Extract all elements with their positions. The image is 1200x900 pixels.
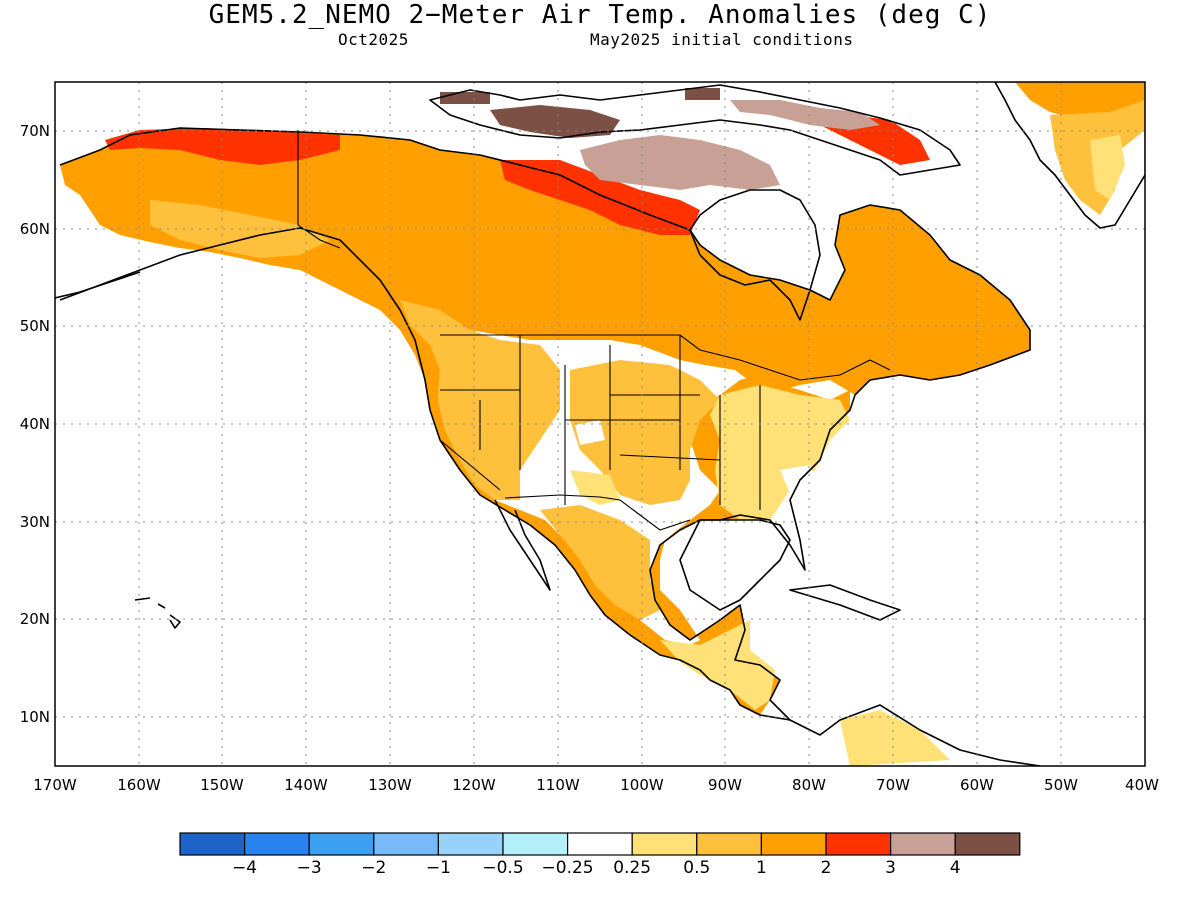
coastline-greenland bbox=[994, 82, 1145, 229]
shading-0.25-0.5-s-america bbox=[840, 710, 950, 766]
lon-label: 130W bbox=[368, 776, 412, 794]
shading-2-3-arctic bbox=[500, 160, 700, 235]
lon-labels: 170W 160W 150W 140W 130W 120W 110W 100W … bbox=[33, 776, 1159, 794]
shading-0.25-0.5-southeast bbox=[710, 385, 850, 520]
colorbar-label: 3 bbox=[885, 858, 896, 878]
coastline-hudson-bay bbox=[689, 189, 821, 321]
lon-label: 110W bbox=[536, 776, 580, 794]
lat-label: 20N bbox=[20, 610, 50, 628]
lat-label: 40N bbox=[20, 415, 50, 433]
lat-label: 60N bbox=[20, 220, 50, 238]
colorbar-label: 0.25 bbox=[613, 858, 651, 878]
map-frame bbox=[54, 81, 1146, 767]
lat-label: 10N bbox=[20, 708, 50, 726]
shading-gt4-arctic bbox=[490, 105, 620, 138]
lon-label: 40W bbox=[1125, 776, 1159, 794]
lon-label: 150W bbox=[200, 776, 244, 794]
coastline-gulf bbox=[679, 519, 791, 611]
lon-label: 160W bbox=[117, 776, 161, 794]
coastline-baja bbox=[494, 499, 551, 591]
lon-label: 50W bbox=[1044, 776, 1078, 794]
coastline-arctic-islands bbox=[429, 84, 961, 176]
colorbar-swatch bbox=[437, 832, 504, 856]
colorbar-swatch bbox=[696, 832, 762, 856]
colorbar-label: 4 bbox=[950, 858, 961, 878]
lat-labels: 70N 60N 50N 40N 30N 20N 10N bbox=[20, 122, 50, 726]
border-state-lines bbox=[439, 335, 761, 510]
coastline-north-america bbox=[59, 127, 1041, 766]
colorbar-swatch bbox=[954, 832, 1021, 856]
shading-0.25-0.5-central-am bbox=[660, 620, 775, 710]
colorbar-swatch bbox=[825, 832, 892, 856]
graticule bbox=[55, 82, 1145, 766]
political-borders bbox=[297, 130, 891, 531]
colorbar-label: −4 bbox=[232, 858, 257, 878]
map-title: GEM5.2_NEMO 2−Meter Air Temp. Anomalies … bbox=[208, 0, 992, 30]
colorbar-label: −1 bbox=[426, 858, 451, 878]
coastlines bbox=[55, 82, 1145, 766]
lon-label: 80W bbox=[792, 776, 826, 794]
shading-neutral-colorado bbox=[575, 420, 605, 445]
colorbar-label: −0.25 bbox=[542, 858, 594, 878]
valid-month: Oct2025 bbox=[338, 30, 409, 49]
colorbar-label: −0.5 bbox=[482, 858, 523, 878]
shading-0.5-1-mexico bbox=[540, 505, 660, 620]
colorbar: −4 −3 −2 −1 −0.5 −0.25 0.25 0.5 1 2 3 4 bbox=[179, 832, 1021, 878]
coastline-aleutians bbox=[55, 271, 141, 299]
colorbar-swatch bbox=[244, 832, 310, 856]
colorbar-label: 1 bbox=[756, 858, 767, 878]
lat-label: 30N bbox=[20, 513, 50, 531]
lon-label: 100W bbox=[620, 776, 664, 794]
lon-label: 90W bbox=[708, 776, 742, 794]
lon-label: 60W bbox=[960, 776, 994, 794]
lon-label: 120W bbox=[452, 776, 496, 794]
border-alaska-canada bbox=[297, 130, 341, 249]
lon-label: 140W bbox=[284, 776, 328, 794]
shading-neutral-southeast bbox=[780, 465, 820, 505]
shading-3-4-north bbox=[730, 100, 880, 130]
colorbar-swatch bbox=[179, 832, 246, 856]
colorbar-swatch bbox=[760, 832, 827, 856]
colorbar-swatch bbox=[373, 832, 439, 856]
shading-gt4-small1 bbox=[440, 92, 490, 104]
shading-greenland-2 bbox=[1015, 82, 1145, 120]
lat-label: 50N bbox=[20, 317, 50, 335]
border-us-canada bbox=[440, 334, 891, 381]
shading-0.5-1-plains bbox=[570, 360, 720, 505]
coastline-hawaii bbox=[134, 597, 181, 629]
lon-label: 170W bbox=[33, 776, 77, 794]
colorbar-swatch bbox=[631, 832, 698, 856]
colorbar-swatch bbox=[889, 832, 956, 856]
lat-label: 70N bbox=[20, 122, 50, 140]
lon-label: 70W bbox=[876, 776, 910, 794]
shading-gt4-small2 bbox=[685, 88, 720, 100]
colorbar-swatch bbox=[566, 832, 633, 856]
shading-greenland-05 bbox=[1090, 135, 1125, 200]
coastline-west bbox=[59, 227, 791, 721]
colorbar-swatch bbox=[308, 832, 375, 856]
shading-3-4-arctic bbox=[580, 135, 780, 190]
anomaly-field bbox=[60, 82, 1145, 766]
border-us-mexico bbox=[504, 494, 691, 531]
colorbar-label: −2 bbox=[361, 858, 386, 878]
colorbar-swatch bbox=[502, 832, 569, 856]
coastline-cuba bbox=[789, 584, 901, 621]
colorbar-label: 0.5 bbox=[683, 858, 710, 878]
colorbar-label: −3 bbox=[297, 858, 322, 878]
init-conditions: May2025 initial conditions bbox=[590, 30, 854, 49]
colorbar-label: 2 bbox=[821, 858, 832, 878]
